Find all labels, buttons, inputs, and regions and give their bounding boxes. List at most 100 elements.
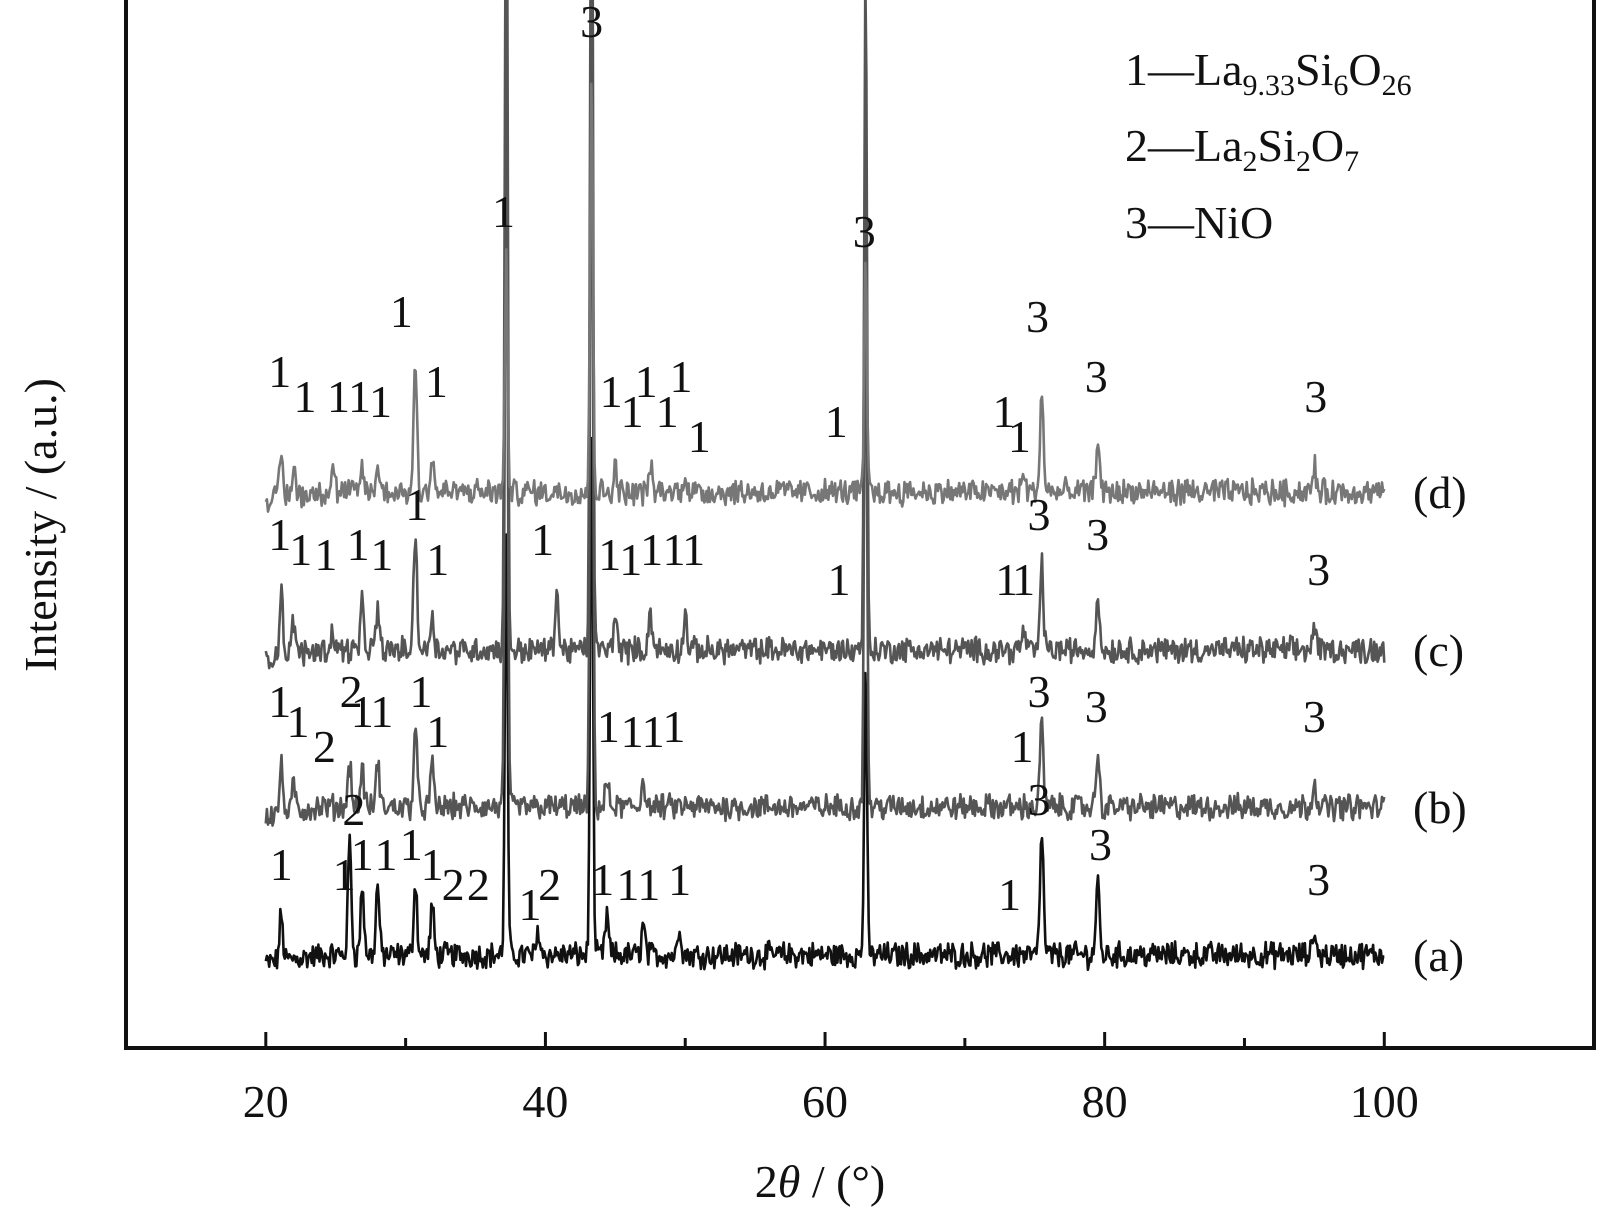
x-axis-ticks: 20 40 60 80 100 <box>243 1032 1419 1127</box>
peak-label: 3 <box>1307 854 1330 905</box>
peak-label: 2 <box>342 784 365 835</box>
peak-label: 1 <box>591 854 614 905</box>
peak-label: 1 <box>492 186 515 237</box>
peak-label: 1 <box>351 686 374 737</box>
series-line <box>264 82 1386 513</box>
peak-label: 1 <box>333 849 356 900</box>
peak-label: 2 <box>313 721 336 772</box>
series-labels-group: (a) (b) (c) (d) <box>1413 467 1467 981</box>
peak-label: 1 <box>663 701 686 752</box>
peak-label: 1 <box>682 524 705 575</box>
legend-entry: 2—La2Si2O7 <box>1125 120 1359 178</box>
peak-label: 1 <box>425 356 448 407</box>
peak-label: 2 <box>442 859 465 910</box>
peak-label: 1 <box>348 371 371 422</box>
peak-label: 3 <box>1086 509 1109 560</box>
peak-label: 3 <box>1089 819 1112 870</box>
peak-label: 3 <box>1027 666 1050 717</box>
peak-label: 1 <box>426 706 449 757</box>
peak-label: 1 <box>286 696 309 747</box>
series-label: (c) <box>1413 625 1464 676</box>
x-tick-label: 60 <box>802 1076 848 1127</box>
peak-label: 3 <box>1026 291 1049 342</box>
series-line <box>264 3 1386 827</box>
peak-label: 1 <box>426 534 449 585</box>
peak-label: 1 <box>600 366 623 417</box>
legend: 1—La9.33Si6O26 2—La2Si2O7 3—NiO <box>1125 44 1412 248</box>
peak-label: 1 <box>663 524 686 575</box>
x-tick-label: 40 <box>522 1076 568 1127</box>
peak-label: 1 <box>621 386 644 437</box>
peak-label: 3 <box>1307 544 1330 595</box>
peak-label: 1 <box>268 509 291 560</box>
peak-label: 1 <box>621 706 644 757</box>
peak-label: 3 <box>1027 489 1050 540</box>
x-tick-label: 100 <box>1350 1076 1419 1127</box>
x-tick-label: 20 <box>243 1076 289 1127</box>
peak-label: 3 <box>1304 371 1327 422</box>
peak-label: 1 <box>370 686 393 737</box>
series-label: (b) <box>1413 782 1467 833</box>
peak-label: 1 <box>635 356 658 407</box>
peak-label: 1 <box>409 666 432 717</box>
peak-label: 1 <box>995 554 1018 605</box>
peak-label: 1 <box>640 524 663 575</box>
peak-label: 1 <box>531 514 554 565</box>
peak-label: 1 <box>825 396 848 447</box>
peak-label: 1 <box>314 529 337 580</box>
peak-label: 1 <box>405 479 428 530</box>
x-axis-title: 2θ / (°) <box>755 1156 885 1207</box>
peak-label: 2 <box>467 859 490 910</box>
peak-label: 3 <box>1085 681 1108 732</box>
peak-label: 1 <box>351 829 374 880</box>
peak-label: 1 <box>289 524 312 575</box>
y-axis-title: Intensity / (a.u.) <box>15 378 66 672</box>
peak-label: 1 <box>598 529 621 580</box>
peak-label: 1 <box>519 879 542 930</box>
peak-label: 1 <box>1008 411 1031 462</box>
peak-label: 3 <box>1027 774 1050 825</box>
series-group <box>264 0 1386 972</box>
peak-label: 3 <box>1085 351 1108 402</box>
peak-label: 1 <box>616 859 639 910</box>
peak-label: 1 <box>400 819 423 870</box>
peak-label: 3 <box>580 0 603 47</box>
peak-label: 1 <box>656 386 679 437</box>
peak-label: 3 <box>853 206 876 257</box>
series-line <box>264 0 1386 670</box>
peak-label: 1 <box>375 829 398 880</box>
series-label: (d) <box>1413 467 1467 518</box>
plot-frame <box>124 0 1596 1050</box>
peak-label: 1 <box>347 519 370 570</box>
peak-label: 1 <box>597 701 620 752</box>
series-label: (a) <box>1413 930 1464 981</box>
peak-label: 1 <box>668 854 691 905</box>
peak-label: 1 <box>270 839 293 890</box>
legend-entry: 3—NiO <box>1125 197 1273 248</box>
peak-label: 1 <box>327 371 350 422</box>
peak-label: 2 <box>340 666 363 717</box>
peak-label: 1 <box>619 534 642 585</box>
peak-label: 1 <box>993 386 1016 437</box>
peak-label: 1 <box>369 376 392 427</box>
peak-label: 1 <box>268 676 291 727</box>
peak-label: 1 <box>688 411 711 462</box>
series-line <box>264 436 1385 972</box>
peak-label: 1 <box>370 529 393 580</box>
peak-label: 1 <box>390 286 413 337</box>
x-tick-label: 80 <box>1082 1076 1128 1127</box>
peak-label: 1 <box>670 351 693 402</box>
peak-label: 1 <box>268 346 291 397</box>
peak-label: 1 <box>637 859 660 910</box>
peak-label: 1 <box>1012 554 1035 605</box>
peak-label: 3 <box>1303 691 1326 742</box>
peak-label: 2 <box>538 859 561 910</box>
peak-label: 1 <box>642 706 665 757</box>
peak-label: 1 <box>998 869 1021 920</box>
peak-label: 1 <box>828 554 851 605</box>
peak-label: 1 <box>421 839 444 890</box>
peak-label: 1 <box>1011 721 1034 772</box>
legend-entry: 1—La9.33Si6O26 <box>1125 44 1412 102</box>
